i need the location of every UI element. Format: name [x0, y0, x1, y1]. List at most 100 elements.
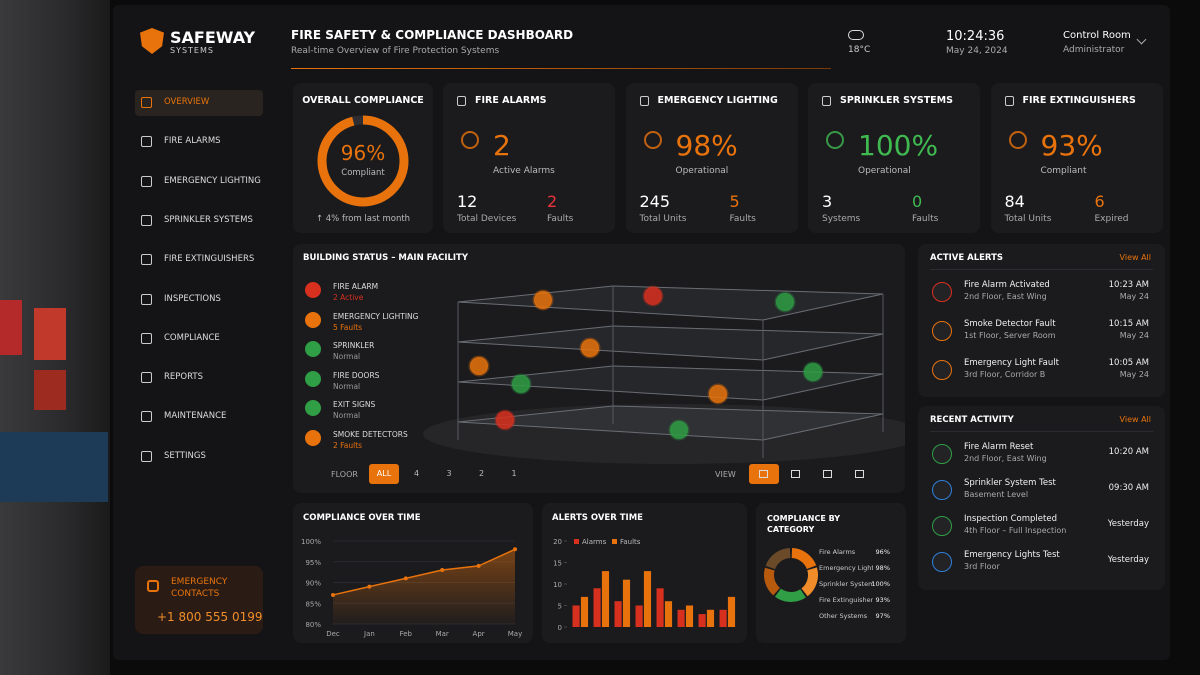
nav-icon	[141, 254, 152, 266]
bar	[677, 609, 685, 627]
category-value: 96%	[875, 548, 890, 556]
y-tick-label: 95%	[305, 559, 321, 567]
brand-name: SAFEWAY	[170, 28, 256, 47]
bar	[719, 609, 727, 627]
floor-button[interactable]: 4	[413, 469, 420, 478]
card-value: 100%	[858, 129, 939, 162]
legend-label: Alarms	[582, 538, 607, 546]
view-button[interactable]	[781, 464, 811, 484]
brand-tagline: SYSTEMS	[170, 46, 214, 55]
bar	[698, 614, 706, 627]
bar	[727, 596, 736, 627]
panel-title: RECENT ACTIVITY	[930, 415, 1014, 425]
nav-item[interactable]: OVERVIEW	[135, 90, 263, 116]
bar	[664, 601, 673, 627]
card-title: SPRINKLER SYSTEMS	[840, 95, 953, 106]
weather-icon	[848, 30, 864, 40]
legend-name: FIRE DOORS	[333, 370, 380, 380]
stat-value: 245	[639, 192, 671, 211]
card-caption: Active Alarms	[493, 166, 555, 176]
legend-name: SPRINKLER	[333, 341, 375, 350]
chart-svg: 0 5 10 15 20 Alarms Faults	[553, 538, 736, 632]
nav-item[interactable]: MAINTENANCE	[135, 404, 263, 430]
list-panel: ACTIVE ALERTS View All Fire Alarm Activate…	[918, 244, 1165, 397]
category-name: Fire Extinguishers	[819, 596, 873, 604]
view-button[interactable]	[749, 464, 779, 484]
category-value: 93%	[875, 596, 890, 604]
wall-panel	[34, 370, 66, 410]
phone-icon	[147, 580, 159, 592]
nav-item[interactable]: SETTINGS	[135, 444, 263, 470]
legend-name: SMOKE DETECTORS	[333, 429, 408, 439]
item-time: 09:30 AM	[1108, 483, 1149, 493]
legend-status: Normal	[333, 411, 361, 420]
chart-svg: 80% 85% 90% 95% 100% Dec Jan Feb Mar Apr May	[301, 538, 522, 638]
item-title: Fire Alarm Reset	[964, 442, 1034, 452]
x-tick-label: Apr	[473, 630, 485, 638]
emergency-title: EMERGENCY CONTACTS	[171, 577, 228, 599]
nav-item[interactable]: REPORTS	[135, 365, 263, 391]
item-location: 1st Floor, Server Room	[964, 331, 1056, 340]
nav-icon	[141, 97, 152, 108]
nav-label: FIRE ALARMS	[164, 136, 221, 147]
legend-name: FIRE ALARM	[333, 282, 379, 291]
legend-status: 2 Faults	[333, 440, 363, 450]
y-tick-label: 15	[553, 560, 562, 568]
nav-item[interactable]: SPRINKLER SYSTEMS	[135, 208, 263, 234]
view-button[interactable]	[813, 464, 843, 484]
view-button[interactable]	[845, 464, 875, 484]
item-icon	[932, 480, 952, 500]
chart-svg	[423, 285, 905, 464]
floor-button[interactable]: 2	[478, 469, 485, 478]
view-all-link[interactable]: View All	[1119, 415, 1151, 424]
legend-status: 2 Active	[333, 293, 364, 302]
stat-label: Total Units	[639, 214, 687, 224]
point	[403, 576, 408, 581]
building-slab	[457, 365, 884, 401]
wall-panel	[34, 308, 66, 360]
card-icon	[457, 96, 466, 106]
card-value: 2	[493, 129, 511, 162]
floor-button[interactable]: 1	[511, 469, 517, 478]
header-subtitle: Real-time Overview of Fire Protection Sy…	[291, 46, 500, 56]
summary-card: FIRE EXTINGUISHERS 93% Compliant 84 Total Un…	[990, 83, 1163, 233]
legend-icon	[305, 282, 321, 298]
stat-value: 3	[822, 192, 833, 211]
legend-status: 5 Faults	[333, 322, 363, 332]
item-time: Yesterday	[1107, 555, 1149, 565]
nav-item[interactable]: FIRE EXTINGUISHERS	[135, 247, 263, 273]
bar	[580, 596, 589, 627]
nav-item[interactable]: EMERGENCY LIGHTING	[135, 169, 263, 195]
bar	[614, 601, 622, 627]
nav-item[interactable]: COMPLIANCE	[135, 326, 263, 352]
donut-segment	[801, 567, 818, 597]
card-caption: Operational	[675, 166, 729, 176]
device-marker	[642, 285, 664, 307]
stat-label: Faults	[912, 214, 939, 224]
nav-label: INSPECTIONS	[164, 293, 221, 304]
view-all-link[interactable]: View All	[1119, 253, 1151, 262]
category-name: Other Systems	[819, 612, 868, 620]
bar	[706, 609, 715, 627]
title-rule	[930, 269, 1153, 270]
bar	[643, 571, 652, 627]
device-marker	[494, 409, 516, 431]
card-icon	[1004, 96, 1014, 106]
nav-item[interactable]: INSPECTIONS	[135, 287, 263, 313]
item-time: Yesterday	[1107, 519, 1149, 529]
list-panel: RECENT ACTIVITY View All Fire Alarm Reset 2…	[918, 406, 1165, 590]
floor-button[interactable]: 3	[446, 469, 452, 478]
floor-button[interactable]: ALL	[369, 464, 399, 484]
donut-segment	[764, 567, 781, 596]
emergency-contacts[interactable]: EMERGENCY CONTACTS +1 800 555 0199	[135, 566, 263, 634]
side-monitor	[0, 432, 108, 502]
nav-label: OVERVIEW	[164, 97, 210, 107]
y-tick-label: 5	[558, 603, 562, 611]
nav-icon	[141, 293, 152, 305]
nav-label: COMPLIANCE	[164, 332, 220, 343]
nav-item[interactable]: FIRE ALARMS	[135, 129, 263, 155]
chart-title: COMPLIANCE BY CATEGORY	[767, 514, 841, 534]
view-icon	[759, 470, 768, 478]
y-tick-label: 85%	[305, 600, 321, 608]
